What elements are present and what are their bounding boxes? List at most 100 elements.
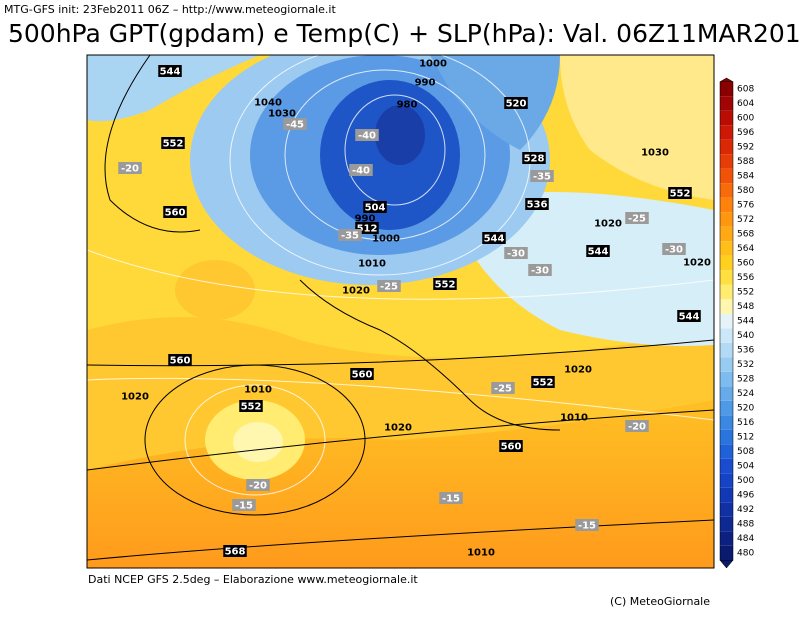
temperature-label-box (530, 170, 554, 182)
colorbar-swatch (720, 444, 733, 459)
temperature-label: -35 (341, 231, 359, 242)
colorbar-label: 564 (737, 244, 754, 254)
temperature-label-box (504, 247, 528, 259)
header: MTG-GFS init: 23Feb2011 06Z – http://www… (4, 3, 336, 16)
colorbar-swatch (720, 357, 733, 372)
colorbar-label: 556 (737, 273, 754, 283)
geopotential-label-box (522, 152, 546, 164)
colorbar-swatch (720, 212, 733, 227)
colorbar-swatch (720, 516, 733, 532)
colorbar-swatch (720, 502, 733, 517)
geopotential-label: 552 (435, 280, 456, 291)
colorbar-label: 592 (737, 143, 754, 153)
geopotential-label: 552 (670, 189, 691, 200)
colorbar-swatch (720, 473, 733, 488)
geopotential-label: 544 (484, 234, 505, 245)
temperature-label-box (355, 129, 379, 141)
colorbar-swatch (720, 183, 733, 198)
temperature-label-box (528, 264, 552, 276)
geopotential-label: 544 (679, 312, 700, 323)
geopotential-label: 544 (588, 247, 609, 258)
geopotential-label-box (363, 201, 387, 213)
colorbar-label: 508 (737, 447, 754, 457)
colorbar-swatch (720, 168, 733, 184)
colorbar-label: 504 (737, 462, 754, 472)
colorbar-swatch (720, 255, 733, 271)
pressure-label: 1020 (384, 423, 412, 434)
geopotential-label: 560 (165, 208, 186, 219)
colorbar-swatch (720, 371, 733, 387)
geopotential-label: 544 (160, 67, 181, 78)
colorbar: 480 484 488 492 496 500 504 508 512 516 520 524 528 5… (719, 77, 754, 569)
colorbar-swatch (720, 241, 733, 256)
pressure-label: 990 (355, 214, 376, 225)
colorbar-swatch (720, 270, 733, 285)
colorbar-swatch (720, 284, 733, 300)
temperature-label-box (232, 499, 256, 511)
colorbar-swatch (720, 328, 733, 343)
colorbar-label: 516 (737, 418, 754, 428)
title: 500hPa GPT(gpdam) e Temp(C) + SLP(hPa): … (8, 19, 800, 48)
colorbar-label: 480 (737, 549, 754, 559)
geopotential-label: 552 (533, 378, 554, 389)
temperature-label-box (662, 243, 686, 255)
temperature-label-box (338, 229, 362, 241)
colorbar-label: 568 (737, 230, 754, 240)
colorbar-swatch (720, 545, 733, 561)
geopotential-label: 560 (501, 442, 522, 453)
geopotential-label: 552 (241, 402, 262, 413)
pressure-label: 1020 (121, 392, 149, 403)
geopotential-label-box (668, 187, 692, 199)
colorbar-label: 540 (737, 331, 754, 341)
temperature-label-box (625, 212, 649, 224)
temperature-label-box (439, 492, 463, 504)
colorbar-label: 572 (737, 215, 754, 225)
colorbar-swatch (720, 96, 733, 111)
map-field (87, 55, 714, 568)
colorbar-label: 488 (737, 520, 754, 530)
pressure-label: 1010 (467, 548, 495, 559)
temperature-label-box (349, 164, 373, 176)
geopotential-label: 568 (225, 547, 246, 558)
pressure-label: 1010 (560, 413, 588, 424)
colorbar-label: 584 (737, 172, 754, 182)
pressure-label: 1030 (268, 109, 296, 120)
temperature-label-box (575, 519, 599, 531)
colorbar-label: 600 (737, 114, 754, 124)
geopotential-label-box (168, 354, 192, 366)
temperature-label: -15 (578, 521, 596, 532)
temperature-label-box (377, 280, 401, 292)
colorbar-swatch (720, 139, 733, 155)
geopotential-label: 520 (506, 99, 527, 110)
colorbar-label: 580 (737, 186, 754, 196)
colorbar-swatch (720, 342, 733, 358)
temperature-label: -25 (494, 384, 512, 395)
pressure-label: 1040 (254, 98, 282, 109)
colorbar-swatch (720, 125, 733, 140)
temperature-label-box (246, 479, 270, 491)
temperature-label: -30 (531, 266, 549, 277)
temperature-label: -20 (121, 164, 139, 175)
geopotential-label-box (504, 97, 528, 109)
geopotential-label: 560 (170, 356, 191, 367)
colorbar-swatch (720, 226, 733, 242)
colorbar-swatch (720, 429, 733, 445)
copyright: (C) MeteoGiornale (610, 595, 710, 608)
colorbar-swatch (720, 154, 733, 169)
geopotential-label-box (350, 368, 374, 380)
pressure-label: 1000 (419, 59, 447, 70)
colorbar-swatch (720, 197, 733, 213)
colorbar-label: 552 (737, 288, 754, 298)
temperature-label: -25 (380, 282, 398, 293)
temperature-label: -20 (628, 422, 646, 433)
colorbar-label: 496 (737, 491, 754, 501)
colorbar-label: 608 (737, 85, 754, 95)
temperature-label: -30 (507, 249, 525, 260)
colorbar-label: 544 (737, 317, 754, 327)
pressure-label: 1020 (683, 258, 711, 269)
pressure-label: 990 (415, 78, 436, 89)
geopotential-label: 528 (524, 154, 545, 165)
pressure-label: 1020 (564, 365, 592, 376)
temperature-label: -35 (533, 172, 551, 183)
geopotential-label: 504 (365, 203, 386, 214)
